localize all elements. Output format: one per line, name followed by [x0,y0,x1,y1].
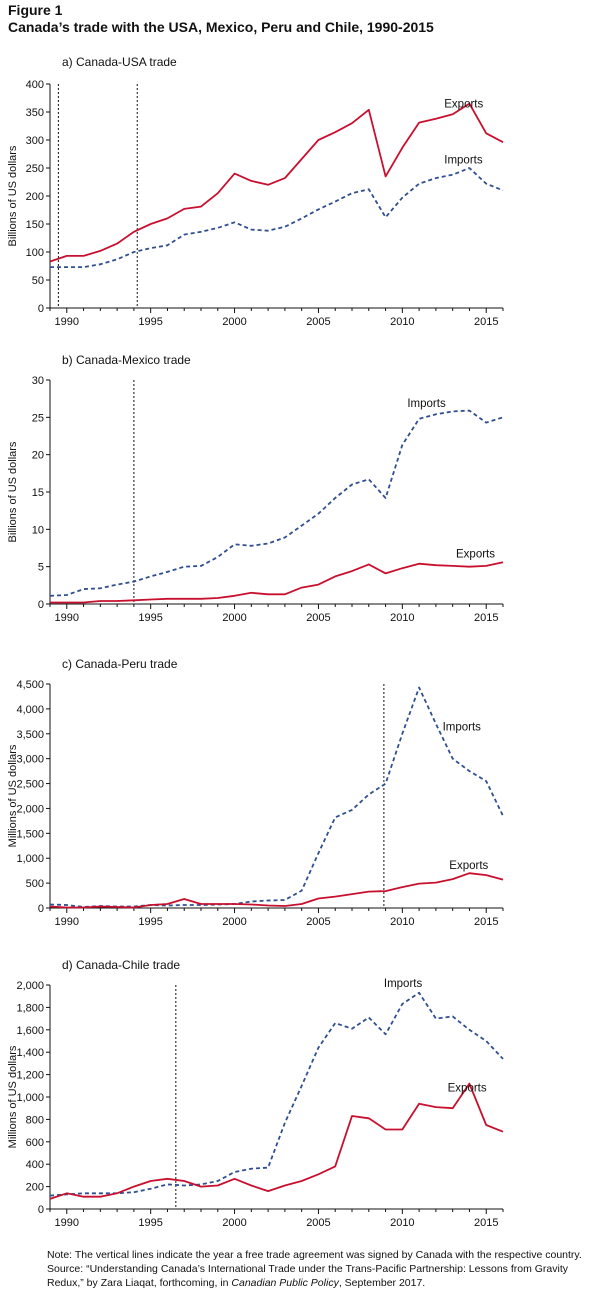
y-tick-label: 300 [26,135,44,147]
y-tick-label: 0 [38,903,44,915]
x-tick-label: 1995 [138,1217,162,1229]
chart-subtitle: a) Canada-USA trade [62,55,177,69]
x-tick-label: 2015 [474,1217,498,1229]
y-tick-label: 250 [26,163,44,175]
y-tick-label: 400 [26,79,44,91]
y-tick-label: 50 [32,275,44,287]
exports-series-line [49,102,504,263]
x-tick-label: 2015 [474,612,498,624]
y-tick-label: 800 [26,1114,44,1126]
x-tick-label: 1990 [55,1217,79,1229]
y-tick-label: 1,800 [16,1002,44,1014]
chart-mexico: b) Canada-Mexico trade Billions of US dol… [7,353,504,624]
x-tick-label: 1995 [138,316,162,328]
exports-series-line [49,872,504,909]
imports-series-label: Imports [443,721,482,733]
y-tick-label: 0 [38,599,44,611]
x-tick-label: 2005 [306,1217,330,1229]
imports-series-line [50,167,504,269]
y-tick-label: 1,000 [16,1092,44,1104]
x-tick-label: 2000 [222,612,246,624]
chart-subtitle: b) Canada-Mexico trade [62,353,191,367]
y-tick-label: 4,500 [16,679,44,691]
x-tick-label: 2015 [474,316,498,328]
x-tick-label: 2015 [474,916,498,928]
imports-series-label: Imports [384,978,423,990]
chart-chile: d) Canada-Chile trade Millions of US doll… [7,958,504,1229]
chart-usa: a) Canada-USA trade Billions of US dollar… [7,55,504,328]
chart-subtitle: d) Canada-Chile trade [62,958,180,972]
y-axis-label: Millions of US dollars [7,744,19,847]
y-tick-label: 2,000 [16,980,44,992]
y-tick-label: 500 [26,878,44,890]
y-tick-label: 2,500 [16,779,44,791]
x-tick-label: 2010 [390,612,414,624]
y-tick-label: 10 [32,524,44,536]
y-tick-label: 2,000 [16,803,44,815]
figure-label: Figure 1 [8,2,63,18]
y-tick-label: 5 [38,562,44,574]
figure-header: Figure 1 Canada’s trade with the USA, Me… [8,2,434,36]
x-tick-label: 1995 [138,612,162,624]
imports-series-line [49,991,504,1197]
x-tick-label: 2005 [306,316,330,328]
figure-note: Note: The vertical lines indicate the ye… [47,1248,597,1290]
y-tick-label: 1,200 [16,1070,44,1082]
imports-series-line [49,686,504,908]
x-tick-label: 2010 [390,916,414,928]
y-tick-label: 3,000 [16,754,44,766]
x-tick-label: 1990 [55,916,79,928]
exports-series-label: Exports [448,1082,487,1094]
figure-title: Canada’s trade with the USA, Mexico, Per… [8,19,434,35]
exports-series-label: Exports [444,99,483,111]
note-text: Note: The vertical lines indicate the ye… [47,1249,582,1289]
y-axis-label: Millions of US dollars [7,1045,19,1148]
y-axis-label: Billions of US dollars [7,441,19,542]
x-tick-label: 2000 [222,916,246,928]
y-tick-label: 350 [26,107,44,119]
exports-series-label: Exports [449,860,488,872]
x-tick-label: 1990 [55,612,79,624]
y-tick-label: 15 [32,487,44,499]
y-tick-label: 0 [38,1204,44,1216]
y-tick-label: 0 [38,303,44,315]
imports-series-line [49,409,504,597]
x-tick-label: 2010 [390,316,414,328]
chart-peru: c) Canada-Peru trade Millions of US dolla… [7,657,504,928]
imports-series-label: Imports [444,155,483,167]
x-tick-label: 2000 [222,316,246,328]
y-tick-label: 3,500 [16,729,44,741]
y-tick-label: 1,000 [16,853,44,865]
y-tick-label: 100 [26,247,44,259]
x-tick-label: 1990 [55,316,79,328]
y-tick-label: 1,500 [16,828,44,840]
note-end: , September 2017. [338,1277,426,1289]
y-tick-label: 150 [26,219,44,231]
x-tick-label: 1995 [138,916,162,928]
x-tick-label: 2005 [306,916,330,928]
y-axis-label: Billions of US dollars [7,145,19,246]
exports-series-label: Exports [456,549,495,561]
y-tick-label: 4,000 [16,704,44,716]
chart-subtitle: c) Canada-Peru trade [62,657,178,671]
y-tick-label: 30 [32,375,44,387]
y-tick-label: 25 [32,412,44,424]
x-tick-label: 2005 [306,612,330,624]
y-tick-label: 1,400 [16,1047,44,1059]
exports-series-line [50,561,504,604]
imports-series-label: Imports [407,398,446,410]
y-tick-label: 1,600 [16,1025,44,1037]
note-journal: Canadian Public Policy [231,1277,339,1289]
x-tick-label: 2000 [222,1217,246,1229]
y-tick-label: 200 [26,191,44,203]
y-tick-label: 20 [32,450,44,462]
exports-series-line [49,1082,504,1200]
y-tick-label: 400 [26,1159,44,1171]
y-tick-label: 600 [26,1137,44,1149]
y-tick-label: 200 [26,1182,44,1194]
x-tick-label: 2010 [390,1217,414,1229]
